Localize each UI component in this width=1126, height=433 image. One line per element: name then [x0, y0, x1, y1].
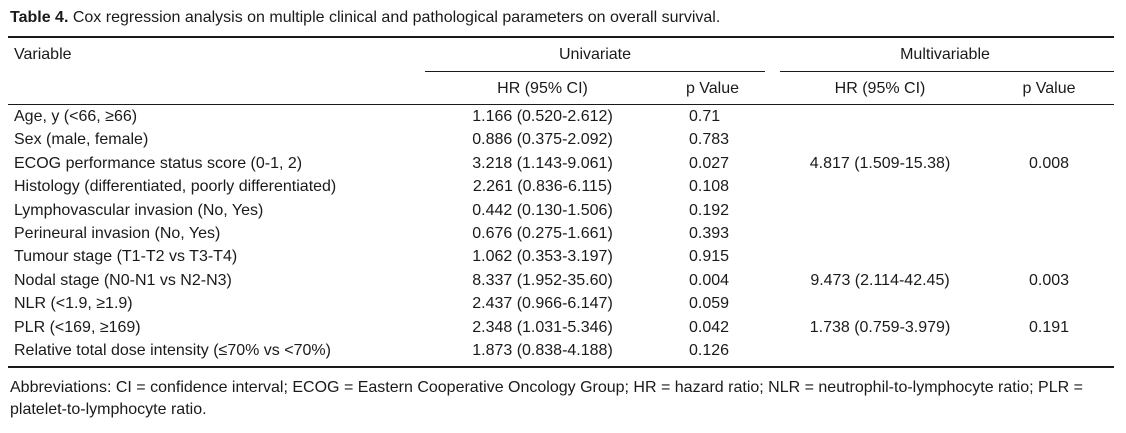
header-multi-p: p Value: [1022, 80, 1076, 97]
row-univariate-p: 0.027: [689, 155, 730, 172]
univariate-rule: [425, 71, 765, 72]
row-variable: ECOG performance status score (0-1, 2): [14, 155, 303, 172]
row-univariate-hr: 1.166 (0.520-2.612): [472, 108, 613, 125]
row-variable: Age, y (<66, ≥66): [14, 108, 138, 125]
row-univariate-p: 0.192: [689, 202, 730, 219]
row-univariate-p: 0.004: [689, 272, 730, 289]
row-univariate-p: 0.783: [689, 131, 730, 148]
row-univariate-p: 0.915: [689, 248, 730, 265]
row-univariate-hr: 2.348 (1.031-5.346): [472, 319, 613, 336]
row-univariate-p: 0.059: [689, 295, 730, 312]
row-variable: PLR (<169, ≥169): [14, 319, 141, 336]
row-multivariable-hr: 9.473 (2.114-42.45): [810, 272, 950, 289]
row-variable: Nodal stage (N0-N1 vs N2-N3): [14, 272, 232, 289]
row-univariate-hr: 2.437 (0.966-6.147): [472, 295, 613, 312]
row-multivariable-hr: 1.738 (0.759-3.979): [809, 319, 951, 336]
multivariable-rule: [780, 71, 1114, 72]
table-title: Cox regression analysis on multiple clin…: [72, 9, 721, 26]
header-rule: [8, 104, 1114, 105]
row-variable: Tumour stage (T1-T2 vs T3-T4): [14, 248, 238, 265]
row-univariate-hr: 0.886 (0.375-2.092): [472, 131, 613, 148]
row-univariate-p: 0.393: [689, 225, 730, 242]
row-univariate-hr: 8.337 (1.952-35.60): [472, 272, 613, 289]
row-univariate-hr: 0.442 (0.130-1.506): [472, 202, 613, 219]
header-variable: Variable: [14, 46, 72, 63]
row-univariate-p: 0.126: [689, 342, 730, 359]
header-multi-hr: HR (95% CI): [834, 80, 926, 97]
table-caption: Table 4. Cox regression analysis on mult…: [10, 8, 1110, 28]
row-univariate-hr: 2.261 (0.836-6.115): [472, 178, 613, 195]
table-label: Table 4.: [10, 9, 69, 26]
row-univariate-hr: 1.062 (0.353-3.197): [472, 248, 613, 265]
row-variable: Histology (differentiated, poorly differ…: [14, 178, 337, 195]
top-rule: [8, 36, 1114, 38]
row-univariate-p: 0.71: [689, 108, 721, 125]
header-univariate: Univariate: [558, 46, 632, 63]
row-univariate-p: 0.042: [689, 319, 730, 336]
header-uni-p: p Value: [685, 80, 740, 97]
row-univariate-hr: 3.218 (1.143-9.061): [472, 155, 613, 172]
row-univariate-hr: 1.873 (0.838-4.188): [472, 342, 613, 359]
header-multivariable: Multivariable: [900, 46, 990, 63]
row-variable: NLR (<1.9, ≥1.9): [14, 295, 133, 312]
row-variable: Perineural invasion (No, Yes): [14, 225, 221, 242]
row-variable: Relative total dose intensity (≤70% vs <…: [14, 342, 331, 359]
bottom-rule: [8, 366, 1114, 368]
row-multivariable-p: 0.003: [1028, 272, 1070, 289]
row-variable: Sex (male, female): [14, 131, 149, 148]
row-multivariable-p: 0.008: [1028, 155, 1070, 172]
header-uni-hr: HR (95% CI): [497, 80, 588, 97]
table-footnote: Abbreviations: CI = confidence interval;…: [10, 379, 1083, 418]
row-multivariable-hr: 4.817 (1.509-15.38): [809, 155, 951, 172]
row-univariate-hr: 0.676 (0.275-1.661): [472, 225, 613, 242]
row-multivariable-p: 0.191: [1028, 319, 1070, 336]
row-univariate-p: 0.108: [689, 178, 730, 195]
row-variable: Lymphovascular invasion (No, Yes): [14, 202, 264, 219]
